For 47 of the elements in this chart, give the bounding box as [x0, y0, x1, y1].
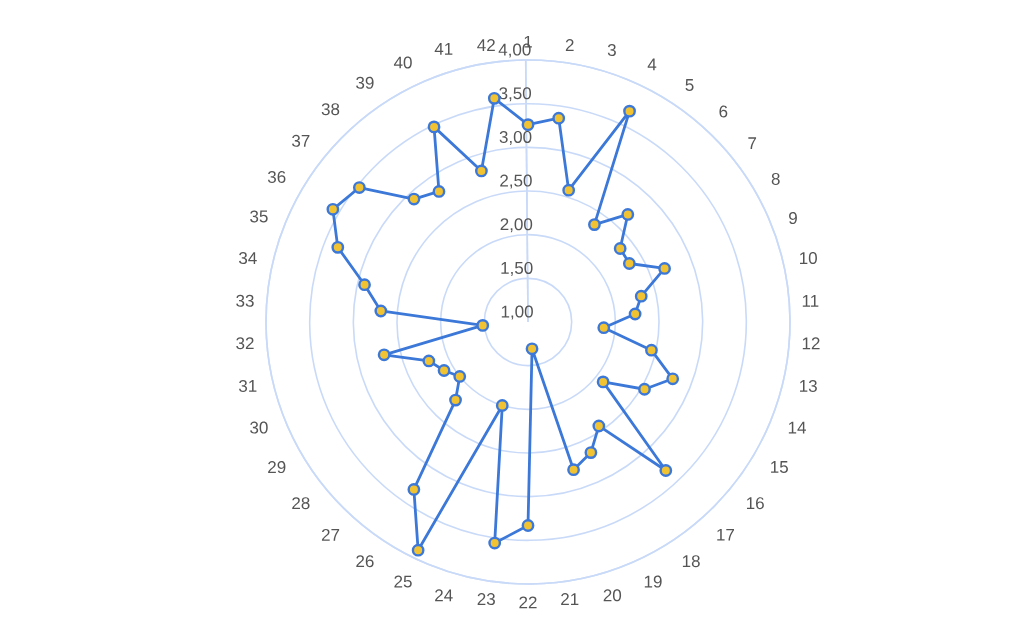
spoke-label: 39: [356, 76, 374, 89]
spoke-label: 23: [477, 593, 495, 606]
y-tick-label: 2,00: [500, 218, 533, 233]
spoke-label: 25: [394, 575, 412, 588]
spoke-label: 17: [717, 528, 734, 541]
y-tick-label: 3,50: [499, 87, 532, 102]
spoke-label: 38: [321, 103, 340, 116]
spoke-label: 40: [393, 56, 412, 69]
spoke-label: 15: [771, 461, 788, 473]
y-tick-label: 2,50: [500, 174, 532, 189]
spoke-label: 7: [748, 137, 757, 150]
spoke-label: 26: [356, 555, 374, 568]
spoke-label: 30: [250, 421, 268, 434]
spoke-label: 14: [788, 421, 806, 434]
spoke-label: 4: [647, 58, 657, 71]
spoke-label: 29: [268, 461, 286, 474]
spoke-label: 28: [292, 497, 310, 510]
spoke-label: 6: [719, 105, 728, 118]
spoke-label: 36: [267, 170, 286, 183]
spoke-label: 8: [771, 172, 780, 185]
spoke-label: 10: [800, 252, 817, 265]
spoke-label: 16: [746, 497, 764, 510]
spoke-label: 42: [477, 39, 495, 51]
spoke-label: 35: [250, 210, 268, 223]
spoke-label: 19: [644, 575, 662, 588]
spoke-label: 3: [607, 44, 616, 57]
spoke-label: 34: [239, 252, 257, 265]
spoke-label: 20: [603, 589, 622, 602]
spoke-label: 12: [802, 337, 820, 350]
spoke-label: 11: [802, 295, 819, 307]
spoke-label: 41: [434, 42, 453, 55]
y-tick-label: 3,00: [499, 130, 532, 145]
spoke-label: 24: [435, 589, 453, 602]
spoke-label: 21: [561, 593, 579, 605]
spoke-label: 27: [321, 528, 340, 541]
spoke-label: 9: [789, 212, 797, 225]
spoke-label: 2: [565, 39, 574, 51]
spoke-label: 32: [236, 337, 254, 350]
spoke-label: 33: [236, 294, 254, 307]
spoke-label: 13: [800, 379, 817, 392]
y-tick-label: 1,00: [501, 305, 533, 320]
spoke-label: 22: [519, 596, 537, 609]
y-tick-label: 1,50: [501, 261, 533, 276]
spoke-label: 37: [292, 134, 310, 147]
spoke-label: 18: [682, 555, 700, 568]
spoke-label: 5: [685, 79, 694, 91]
spoke-label: 31: [239, 379, 257, 392]
